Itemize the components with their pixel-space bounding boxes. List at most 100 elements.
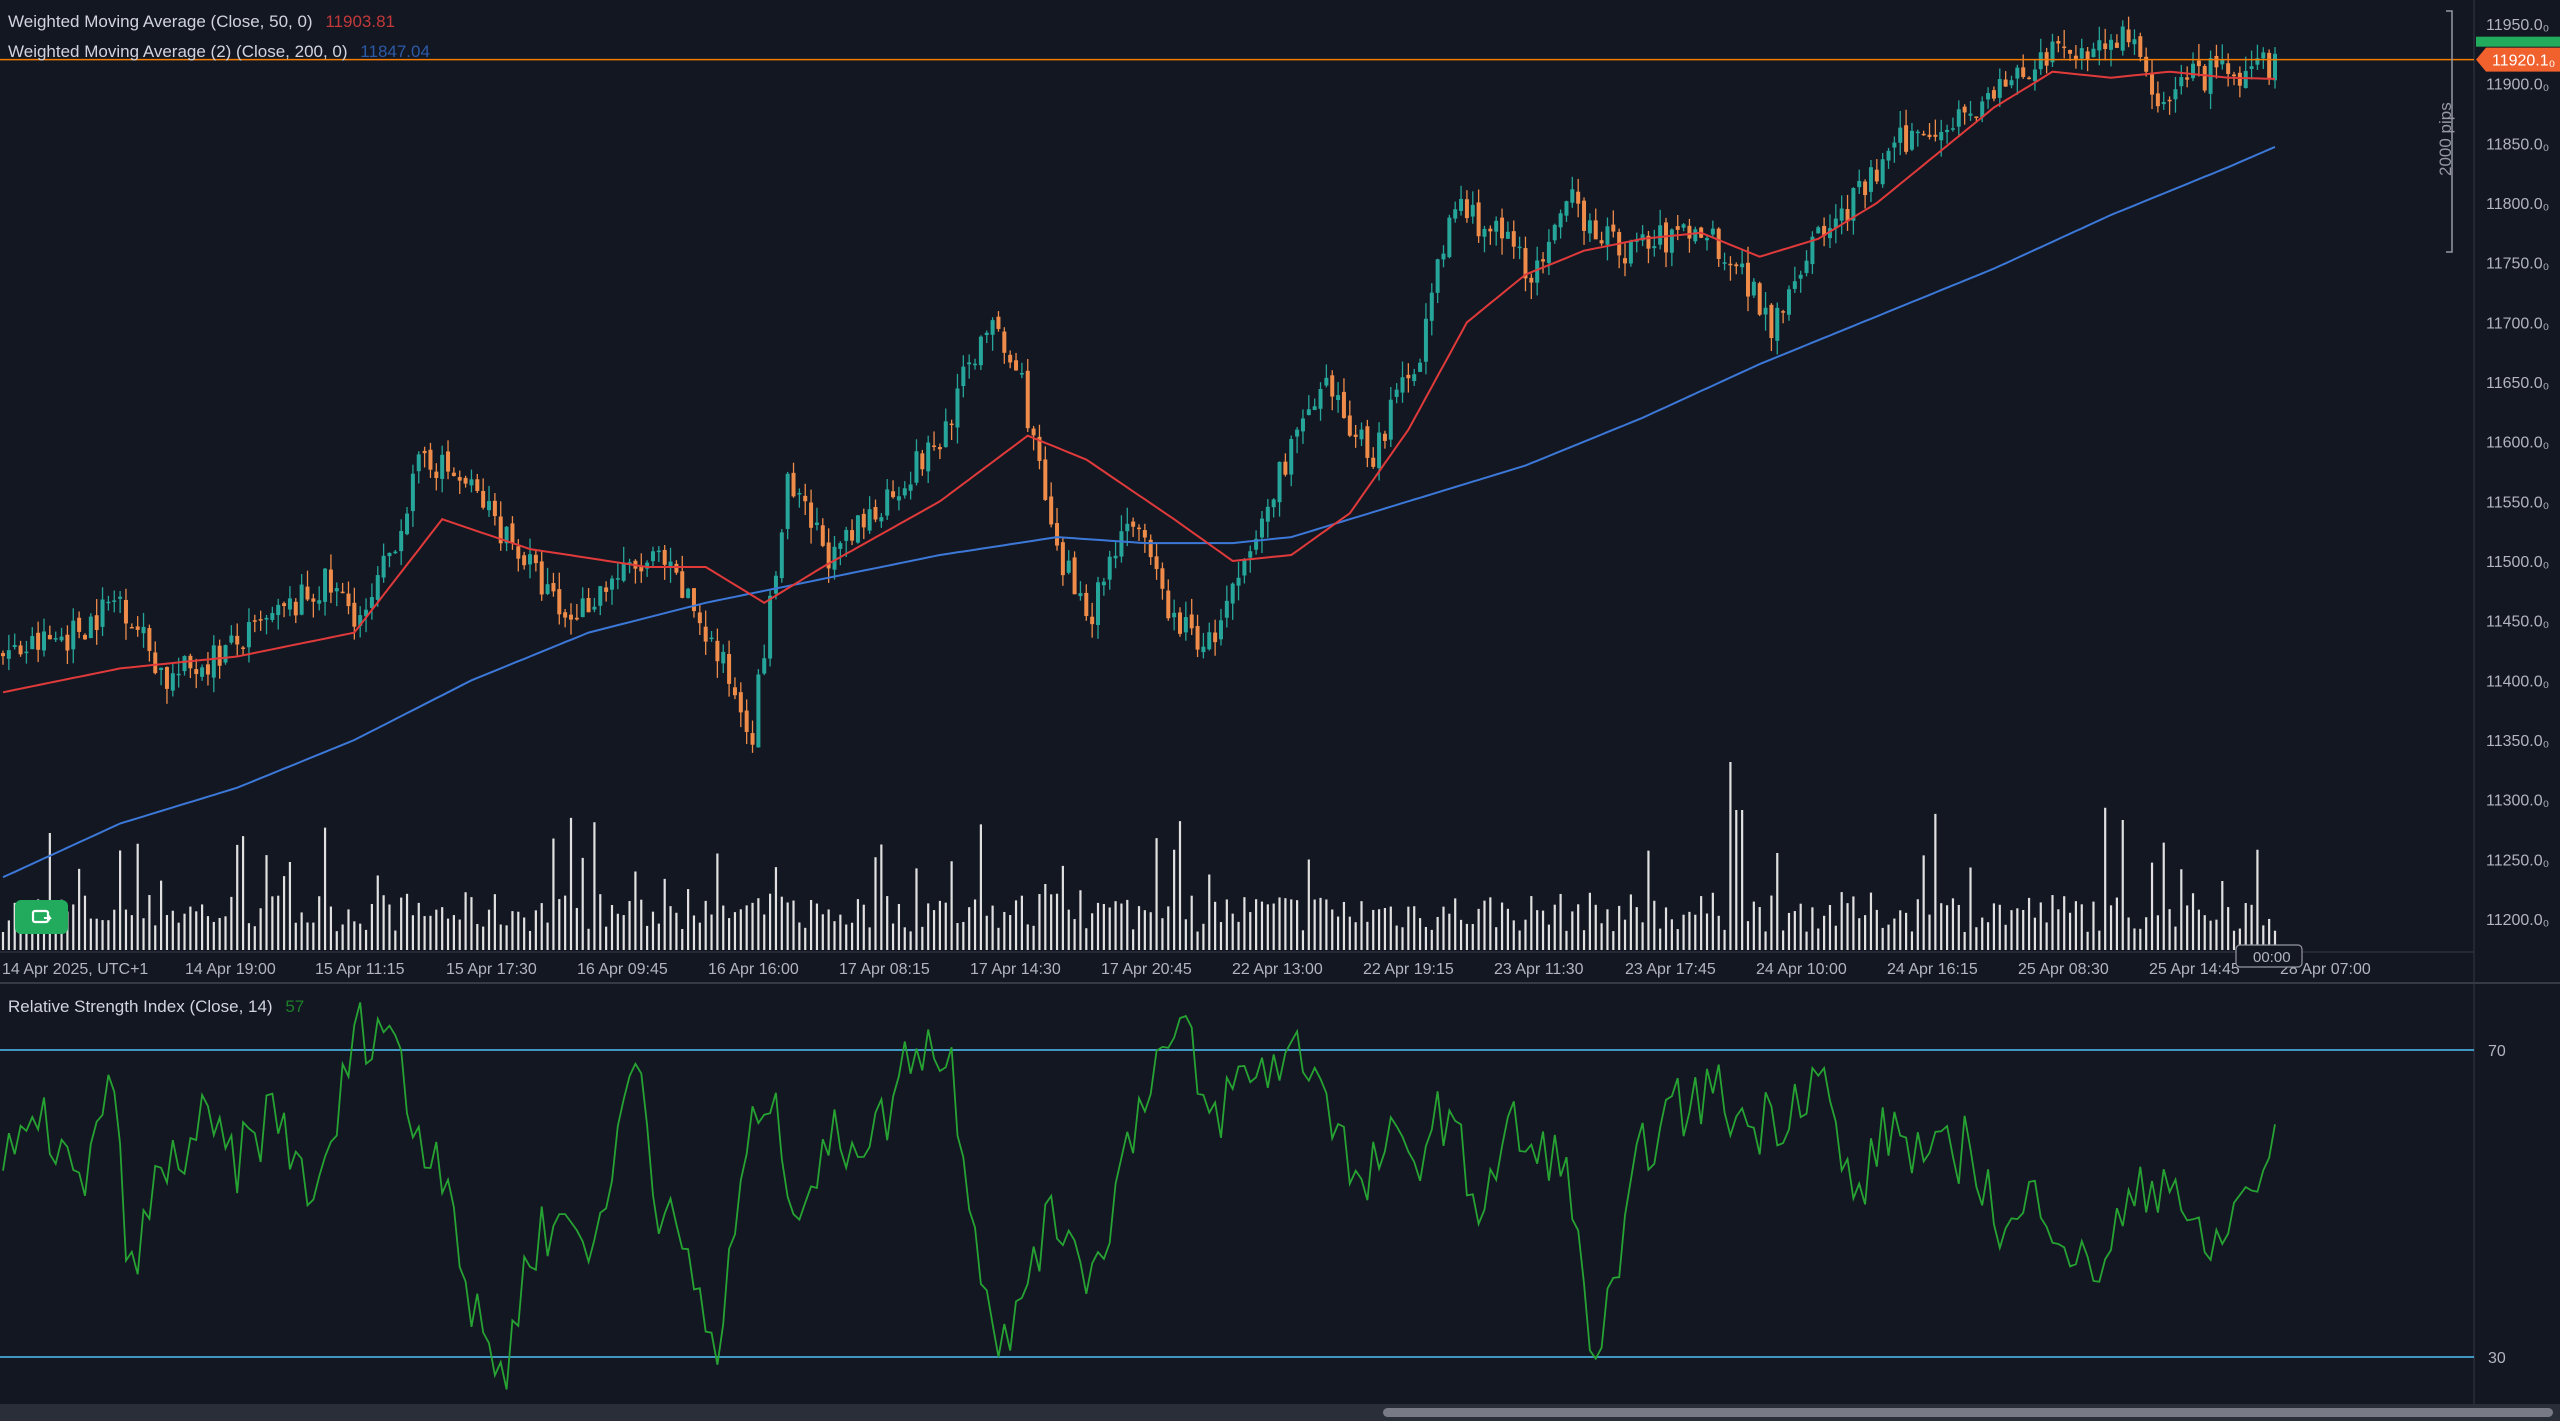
candle-body (1230, 583, 1235, 604)
candle-body (340, 591, 345, 594)
candle-body (1716, 228, 1721, 259)
candle (1400, 361, 1405, 403)
candle-body (879, 517, 884, 522)
candle-body (1166, 590, 1171, 619)
candle (563, 608, 568, 628)
candle (299, 574, 304, 616)
candle-body (1101, 581, 1106, 586)
candle-body (2050, 41, 2055, 63)
candle (996, 311, 1001, 332)
candle-body (1137, 527, 1141, 530)
candle (1950, 117, 1955, 132)
candle-body (36, 632, 41, 650)
candle (1541, 252, 1546, 274)
candle-body (715, 640, 720, 662)
candle-body (2185, 77, 2190, 80)
candle-body (229, 635, 234, 643)
time-tick-label: 16 Apr 16:00 (708, 961, 799, 978)
replay-button[interactable] (15, 900, 68, 934)
candle (1429, 283, 1434, 336)
candle (826, 528, 831, 583)
candle-body (1336, 395, 1341, 400)
wma200-legend[interactable]: Weighted Moving Average (2) (Close, 200,… (8, 42, 430, 62)
candle (1909, 122, 1914, 152)
candle-body (1300, 418, 1305, 432)
candle-body (855, 515, 860, 543)
candle (1137, 524, 1141, 541)
candle (1259, 511, 1264, 554)
candle (2167, 96, 2172, 115)
candle (1968, 100, 1973, 121)
candle (1107, 550, 1112, 590)
candle (1863, 179, 1868, 209)
candle (153, 641, 158, 675)
scrollbar-thumb[interactable] (1383, 1408, 2553, 1417)
wma50-legend[interactable]: Weighted Moving Average (Close, 50, 0) 1… (8, 12, 395, 32)
candle (1623, 243, 1628, 277)
candle (276, 598, 281, 630)
candle-body (463, 477, 468, 484)
candle-body (1740, 263, 1745, 268)
candle (141, 612, 146, 648)
candle-body (1728, 263, 1733, 266)
candle (932, 431, 937, 451)
candle-body (2191, 63, 2196, 79)
candle-body (2179, 77, 2184, 87)
candle (955, 373, 960, 444)
candle (205, 652, 210, 686)
wma50-legend-label: Weighted Moving Average (Close, 50, 0) (8, 12, 313, 31)
candle-body (451, 472, 456, 476)
candle (721, 644, 726, 674)
candle (1289, 435, 1294, 487)
candle-body (1131, 521, 1136, 527)
candle (405, 506, 410, 536)
candle (311, 593, 316, 618)
candle (2062, 29, 2067, 59)
candle-body (1142, 530, 1147, 538)
candle (129, 623, 134, 629)
candle-body (1511, 231, 1516, 247)
candle-body (937, 446, 942, 450)
candle-body (1172, 612, 1177, 618)
candle-body (12, 645, 17, 648)
candle-body (1014, 360, 1019, 371)
candle-body (77, 617, 82, 632)
candle-body (1160, 568, 1165, 589)
candle-body (1125, 523, 1130, 532)
candle (1154, 542, 1159, 580)
candle-body (551, 583, 556, 592)
candle-body (1078, 593, 1083, 597)
candle (1517, 236, 1522, 260)
candle-body (2003, 79, 2008, 87)
candle (334, 582, 339, 607)
candle-body (1792, 281, 1797, 289)
candle-body (123, 599, 128, 624)
candle (779, 529, 784, 583)
candle (200, 664, 205, 681)
candle (1570, 176, 1575, 208)
candle-body (2091, 48, 2096, 58)
candle-body (434, 471, 439, 479)
candle-body (2167, 99, 2172, 102)
candle (1962, 104, 1967, 125)
candle-body (1295, 429, 1300, 437)
candle (1183, 601, 1188, 641)
candle-body (580, 598, 585, 618)
candle (1213, 619, 1218, 656)
candle-body (1189, 614, 1194, 629)
candle-body (1939, 132, 1944, 141)
candle-body (492, 500, 497, 517)
candle (2091, 42, 2096, 58)
rsi-legend[interactable]: Relative Strength Index (Close, 14) 57 (8, 997, 304, 1017)
candle-body (2267, 52, 2272, 79)
candle (1991, 86, 1996, 102)
candle-body (621, 562, 626, 581)
candle (1482, 225, 1487, 253)
candle-body (1470, 204, 1475, 217)
candle (1816, 225, 1821, 234)
horizontal-scrollbar[interactable] (0, 1404, 2560, 1421)
candle-body (416, 454, 421, 472)
candle-body (381, 555, 386, 578)
candle-body (949, 423, 954, 426)
